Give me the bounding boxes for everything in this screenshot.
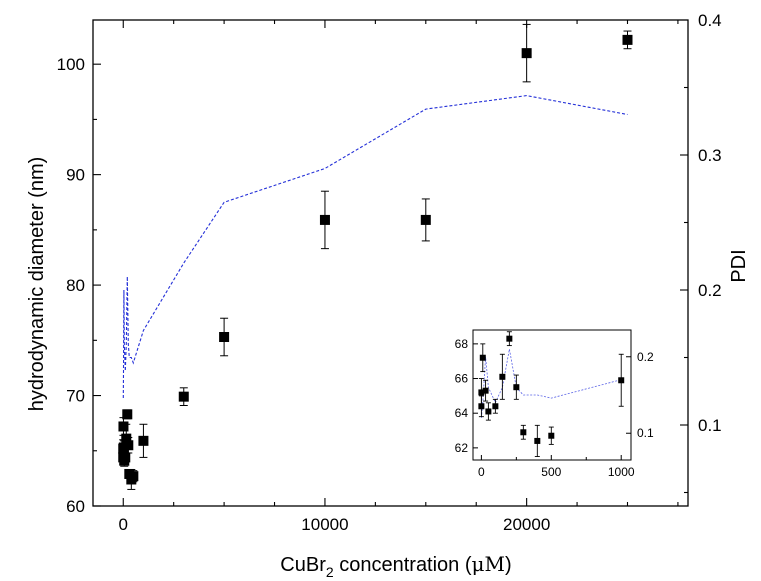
x-axis-title-subscript: 2 <box>326 564 334 580</box>
inset-point-marker <box>482 387 489 394</box>
data-point <box>622 30 633 50</box>
inset-point-marker <box>479 354 486 361</box>
pdi-line <box>122 95 628 399</box>
inset-plot: 0 500 1000 62 64 66 68 0.1 0.2 <box>455 329 654 479</box>
point-marker <box>121 433 132 444</box>
x-tick-label: 20000 <box>503 515 550 534</box>
inset-point-marker <box>618 377 625 384</box>
y-tick-label: 70 <box>66 387 85 406</box>
inset-data-point <box>513 374 520 400</box>
data-point <box>128 470 139 483</box>
inset-data-point <box>499 353 506 400</box>
data-point <box>319 190 330 250</box>
inset-data-point <box>492 398 499 414</box>
x-axis-title-middle: concentration ( <box>334 554 472 576</box>
data-point <box>120 452 131 463</box>
inset-y-tick-label: 62 <box>455 441 469 455</box>
inset-data-point <box>506 331 513 347</box>
inset-x-tick-label: 500 <box>541 465 561 479</box>
inset-data-point <box>479 343 486 373</box>
point-marker <box>319 214 330 225</box>
inset-data-point <box>548 426 555 445</box>
inset-point-marker <box>520 429 527 436</box>
y2-tick-label: 0.1 <box>698 416 722 435</box>
plot-border <box>92 19 689 507</box>
inset-y2-tick-label: 0.1 <box>637 426 654 440</box>
data-point <box>122 409 133 420</box>
y-tick-label: 60 <box>66 497 85 516</box>
inset-point-marker <box>513 384 520 391</box>
inset-y-tick-label: 68 <box>455 337 469 351</box>
y2-tick-label: 0.2 <box>698 281 722 300</box>
main-plot-frame <box>92 19 689 507</box>
point-marker <box>178 391 189 402</box>
data-point <box>420 198 431 242</box>
data-point <box>118 417 129 436</box>
point-marker <box>219 332 230 343</box>
inset-x-tick-label: 1000 <box>608 465 635 479</box>
inset-point-marker <box>506 335 513 342</box>
diameter-series-points <box>118 23 633 490</box>
pdi-series-line <box>122 95 628 399</box>
data-point <box>521 23 532 83</box>
y-tick-label: 100 <box>57 55 85 74</box>
inset-data-point <box>485 402 492 421</box>
inset-data-point <box>482 379 489 402</box>
point-marker <box>122 409 133 420</box>
inset-x-tick-label: 0 <box>478 465 485 479</box>
inset-data-point <box>618 353 625 407</box>
inset-point-marker <box>499 373 506 380</box>
point-marker <box>118 421 129 432</box>
x-tick-label: 0 <box>119 515 128 534</box>
point-marker <box>622 34 633 45</box>
inset-y-tick-label: 64 <box>455 406 469 420</box>
data-point <box>123 437 134 454</box>
point-marker <box>521 48 532 59</box>
inset-pdi-line <box>481 349 622 418</box>
inset-data-point <box>520 424 527 440</box>
inset-point-marker <box>548 432 555 439</box>
x-axis-title-close: ) <box>505 554 512 576</box>
y2-axis-title: PDI <box>728 249 750 282</box>
y-axis-title: hydrodynamic diameter (nm) <box>26 157 48 412</box>
point-marker <box>420 214 431 225</box>
inset-data-point <box>478 395 485 418</box>
x-axis-title: CuBr2 concentration (μM) <box>280 552 511 580</box>
x-tick-label: 10000 <box>301 515 348 534</box>
data-point <box>219 317 230 357</box>
inset-point-marker <box>534 437 541 444</box>
y2-tick-label: 0.3 <box>698 146 722 165</box>
inset-border <box>472 329 632 461</box>
data-point <box>178 387 189 406</box>
inset-point-marker <box>485 408 492 415</box>
point-marker <box>138 435 149 446</box>
point-marker <box>123 440 134 451</box>
inset-point-marker <box>478 389 485 396</box>
x-axis-title-unit: μM <box>472 552 505 576</box>
y-tick-label: 90 <box>66 166 85 185</box>
inset-point-marker <box>492 403 499 410</box>
point-marker <box>120 452 131 463</box>
y-tick-label: 80 <box>66 276 85 295</box>
data-point <box>138 423 149 458</box>
inset-y-tick-label: 66 <box>455 372 469 386</box>
inset-data-point <box>534 424 541 457</box>
y2-tick-label: 0.4 <box>698 11 722 30</box>
inset-point-marker <box>478 403 485 410</box>
x-axis-title-compound: CuBr <box>280 554 326 576</box>
point-marker <box>128 471 139 482</box>
inset-y2-tick-label: 0.2 <box>637 350 654 364</box>
